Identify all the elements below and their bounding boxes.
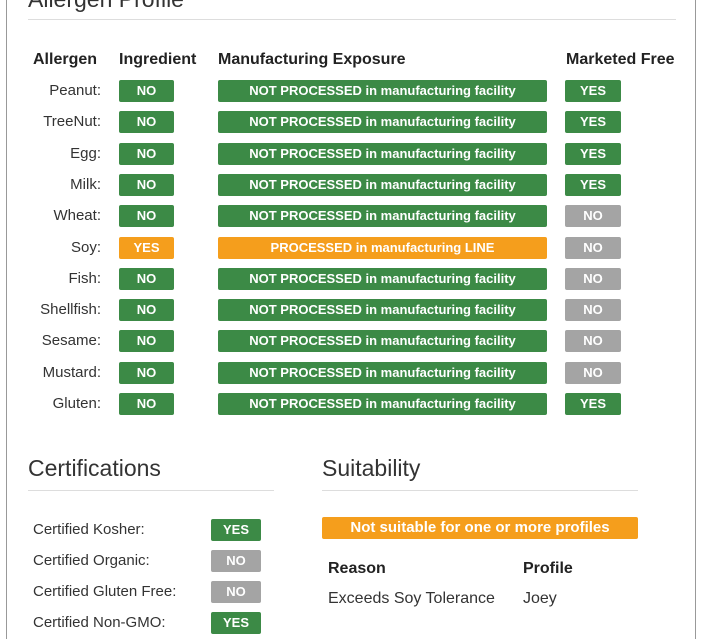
allergen-name: Peanut:: [49, 82, 101, 99]
column-header: Manufacturing Exposure: [218, 51, 406, 68]
section-title: Suitability: [322, 455, 421, 481]
status-badge: NO: [119, 299, 174, 322]
status-badge: NO: [565, 330, 621, 353]
allergen-name: Egg:: [70, 144, 101, 162]
status-badge: NO: [119, 393, 174, 415]
allergen-name: Wheat:: [53, 207, 101, 225]
status-badge: NOT PROCESSED in manufacturing facility: [218, 173, 547, 196]
status-badge: YES: [565, 80, 621, 102]
status-badge: NO: [119, 361, 174, 384]
status-badge: NOT PROCESSED in manufacturing facility: [218, 299, 547, 322]
allergen-name: Shellfish:: [40, 301, 101, 319]
status-badge: NOT PROCESSED in manufacturing facility: [218, 205, 547, 228]
status-badge: NO: [211, 581, 261, 603]
status-badge: YES: [211, 612, 261, 634]
column-header: Ingredient: [119, 51, 197, 68]
status-badge: NOT PROCESSED in manufacturing facility: [218, 267, 547, 290]
status-badge: NO: [119, 173, 174, 196]
status-badge: NO: [565, 299, 621, 322]
status-badge: PROCESSED in manufacturing LINE: [218, 236, 547, 259]
allergen-name: Fish:: [68, 269, 101, 287]
divider: [322, 490, 638, 491]
allergen-name: Soy:: [70, 238, 101, 256]
divider: [28, 490, 274, 491]
suitability-cell: Exceeds Soy Tolerance: [328, 590, 495, 607]
status-badge: Not suitable for one or more profiles: [322, 517, 638, 539]
status-badge: NO: [211, 550, 261, 572]
column-header: Allergen: [33, 51, 98, 68]
status-badge: NOT PROCESSED in manufacturing facility: [218, 80, 547, 102]
allergen-name: Sesame:: [41, 332, 101, 350]
section-title: Allergen Profile: [28, 0, 184, 13]
divider: [28, 19, 676, 20]
panel-frame: [6, 0, 696, 639]
allergen-name: TreeNut:: [43, 113, 101, 131]
certification-label: Certified Kosher:: [33, 521, 145, 538]
status-badge: NO: [565, 267, 621, 290]
status-badge: NO: [119, 267, 174, 290]
status-badge: NO: [565, 205, 621, 228]
suitability-cell: Joey: [523, 590, 557, 607]
section-title: Certifications: [28, 455, 161, 481]
status-badge: YES: [565, 173, 621, 196]
status-badge: NO: [119, 80, 174, 102]
certification-label: Certified Organic:: [33, 552, 150, 569]
column-header: Profile: [523, 560, 573, 577]
status-badge: NO: [119, 205, 174, 228]
status-badge: NO: [119, 111, 174, 134]
status-badge: NO: [565, 361, 621, 384]
status-badge: YES: [119, 236, 174, 259]
status-badge: YES: [565, 142, 621, 165]
status-badge: NO: [119, 330, 174, 353]
status-badge: NOT PROCESSED in manufacturing facility: [218, 330, 547, 353]
status-badge: NO: [119, 142, 174, 165]
status-badge: NO: [565, 236, 621, 259]
status-badge: NOT PROCESSED in manufacturing facility: [218, 393, 547, 415]
certification-label: Certified Non-GMO:: [33, 614, 166, 631]
allergen-name: Gluten:: [52, 395, 101, 412]
certification-label: Certified Gluten Free:: [33, 583, 177, 600]
allergen-name: Mustard:: [42, 363, 101, 381]
status-badge: YES: [565, 393, 621, 415]
status-badge: YES: [565, 111, 621, 134]
column-header: Reason: [328, 560, 386, 577]
column-header: Marketed Free: [566, 51, 675, 68]
status-badge: NOT PROCESSED in manufacturing facility: [218, 111, 547, 134]
status-badge: YES: [211, 519, 261, 541]
allergen-name: Milk:: [70, 175, 101, 193]
status-badge: NOT PROCESSED in manufacturing facility: [218, 142, 547, 165]
status-badge: NOT PROCESSED in manufacturing facility: [218, 361, 547, 384]
